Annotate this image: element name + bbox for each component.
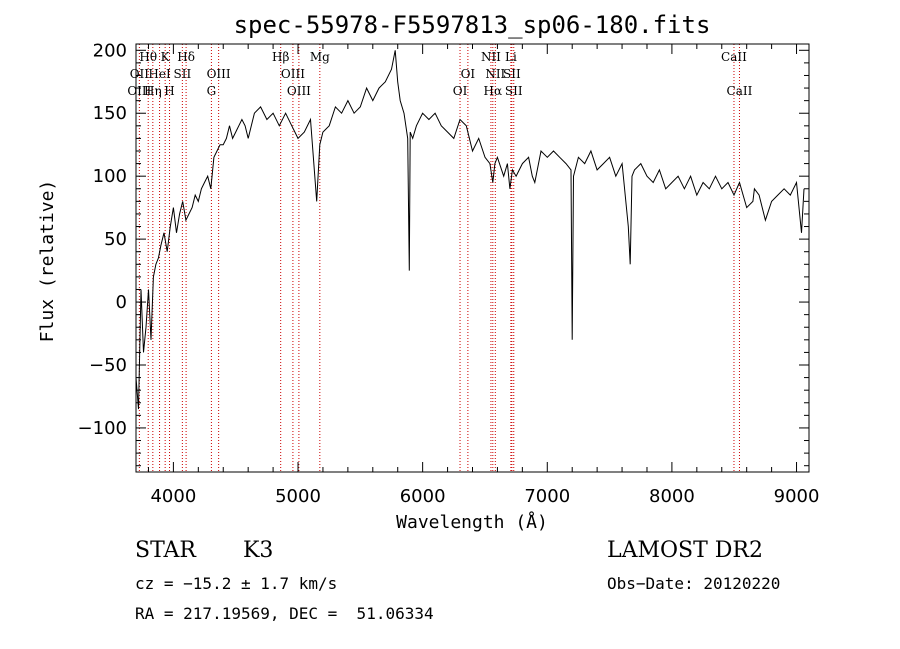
axis-ticks bbox=[136, 44, 809, 472]
marker-label: OIII bbox=[207, 67, 231, 81]
spectrum-series bbox=[135, 50, 805, 410]
y-tick-label: −50 bbox=[89, 355, 127, 376]
x-tick-label: 9000 bbox=[774, 486, 820, 507]
marker-label: SII bbox=[503, 67, 521, 81]
y-tick-label: 0 bbox=[116, 292, 127, 313]
x-axis-label: Wavelength (Å) bbox=[396, 511, 548, 533]
marker-lines bbox=[138, 44, 740, 472]
y-tick-label: 150 bbox=[93, 103, 127, 124]
y-axis-label: Flux (relative) bbox=[37, 180, 58, 343]
marker-label: SII bbox=[505, 84, 523, 98]
marker-label: Hδ bbox=[177, 50, 195, 64]
marker-label: OIII bbox=[127, 84, 151, 98]
marker-label: NII bbox=[481, 50, 501, 64]
marker-label: SII bbox=[174, 67, 192, 81]
y-tick-label: 100 bbox=[93, 166, 127, 187]
marker-label: Hβ bbox=[272, 50, 289, 64]
marker-label: G bbox=[207, 84, 217, 98]
tick-labels: 4000 5000 6000 7000 8000 9000 −100 −50 0 50 100 150… bbox=[78, 40, 820, 507]
marker-label: Hη bbox=[144, 84, 162, 98]
marker-label: OII bbox=[130, 67, 150, 81]
object-class: STAR bbox=[135, 538, 196, 563]
marker-label: NII bbox=[485, 67, 505, 81]
marker-label: Li bbox=[505, 50, 517, 64]
marker-label: CaII bbox=[727, 84, 753, 98]
y-tick-label: 50 bbox=[104, 229, 127, 250]
x-tick-label: 5000 bbox=[275, 486, 321, 507]
marker-labels: HθOIIOIIIHeIHηKHSIIHδOIIIGHβOIIIOIIIMgOI… bbox=[127, 50, 752, 98]
marker-label: Mg bbox=[310, 50, 330, 64]
marker-label: HeI bbox=[148, 67, 171, 81]
observation-date: Obs−Date: 20120220 bbox=[607, 574, 781, 593]
ra-dec: RA = 217.19569, DEC = 51.06334 bbox=[135, 604, 434, 623]
marker-label: OI bbox=[461, 67, 476, 81]
marker-label: Hθ bbox=[139, 50, 157, 64]
y-tick-label: −100 bbox=[78, 418, 127, 439]
x-tick-label: 7000 bbox=[524, 486, 570, 507]
y-tick-label: 200 bbox=[93, 40, 127, 61]
survey-name: LAMOST DR2 bbox=[607, 538, 763, 563]
marker-label: H bbox=[164, 84, 174, 98]
x-tick-label: 4000 bbox=[150, 486, 196, 507]
x-tick-label: 6000 bbox=[400, 486, 446, 507]
redshift-cz: cz = −15.2 ± 1.7 km/s bbox=[135, 574, 338, 593]
marker-label: OIII bbox=[281, 67, 305, 81]
object-subclass: K3 bbox=[243, 538, 274, 563]
x-tick-label: 8000 bbox=[649, 486, 695, 507]
marker-label: OIII bbox=[287, 84, 311, 98]
marker-label: K bbox=[161, 50, 171, 64]
plot-frame bbox=[135, 43, 810, 473]
marker-label: OI bbox=[453, 84, 468, 98]
marker-label: Hα bbox=[484, 84, 503, 98]
chart-title: spec-55978-F5597813_sp06-180.fits bbox=[234, 11, 711, 39]
marker-label: CaII bbox=[721, 50, 747, 64]
